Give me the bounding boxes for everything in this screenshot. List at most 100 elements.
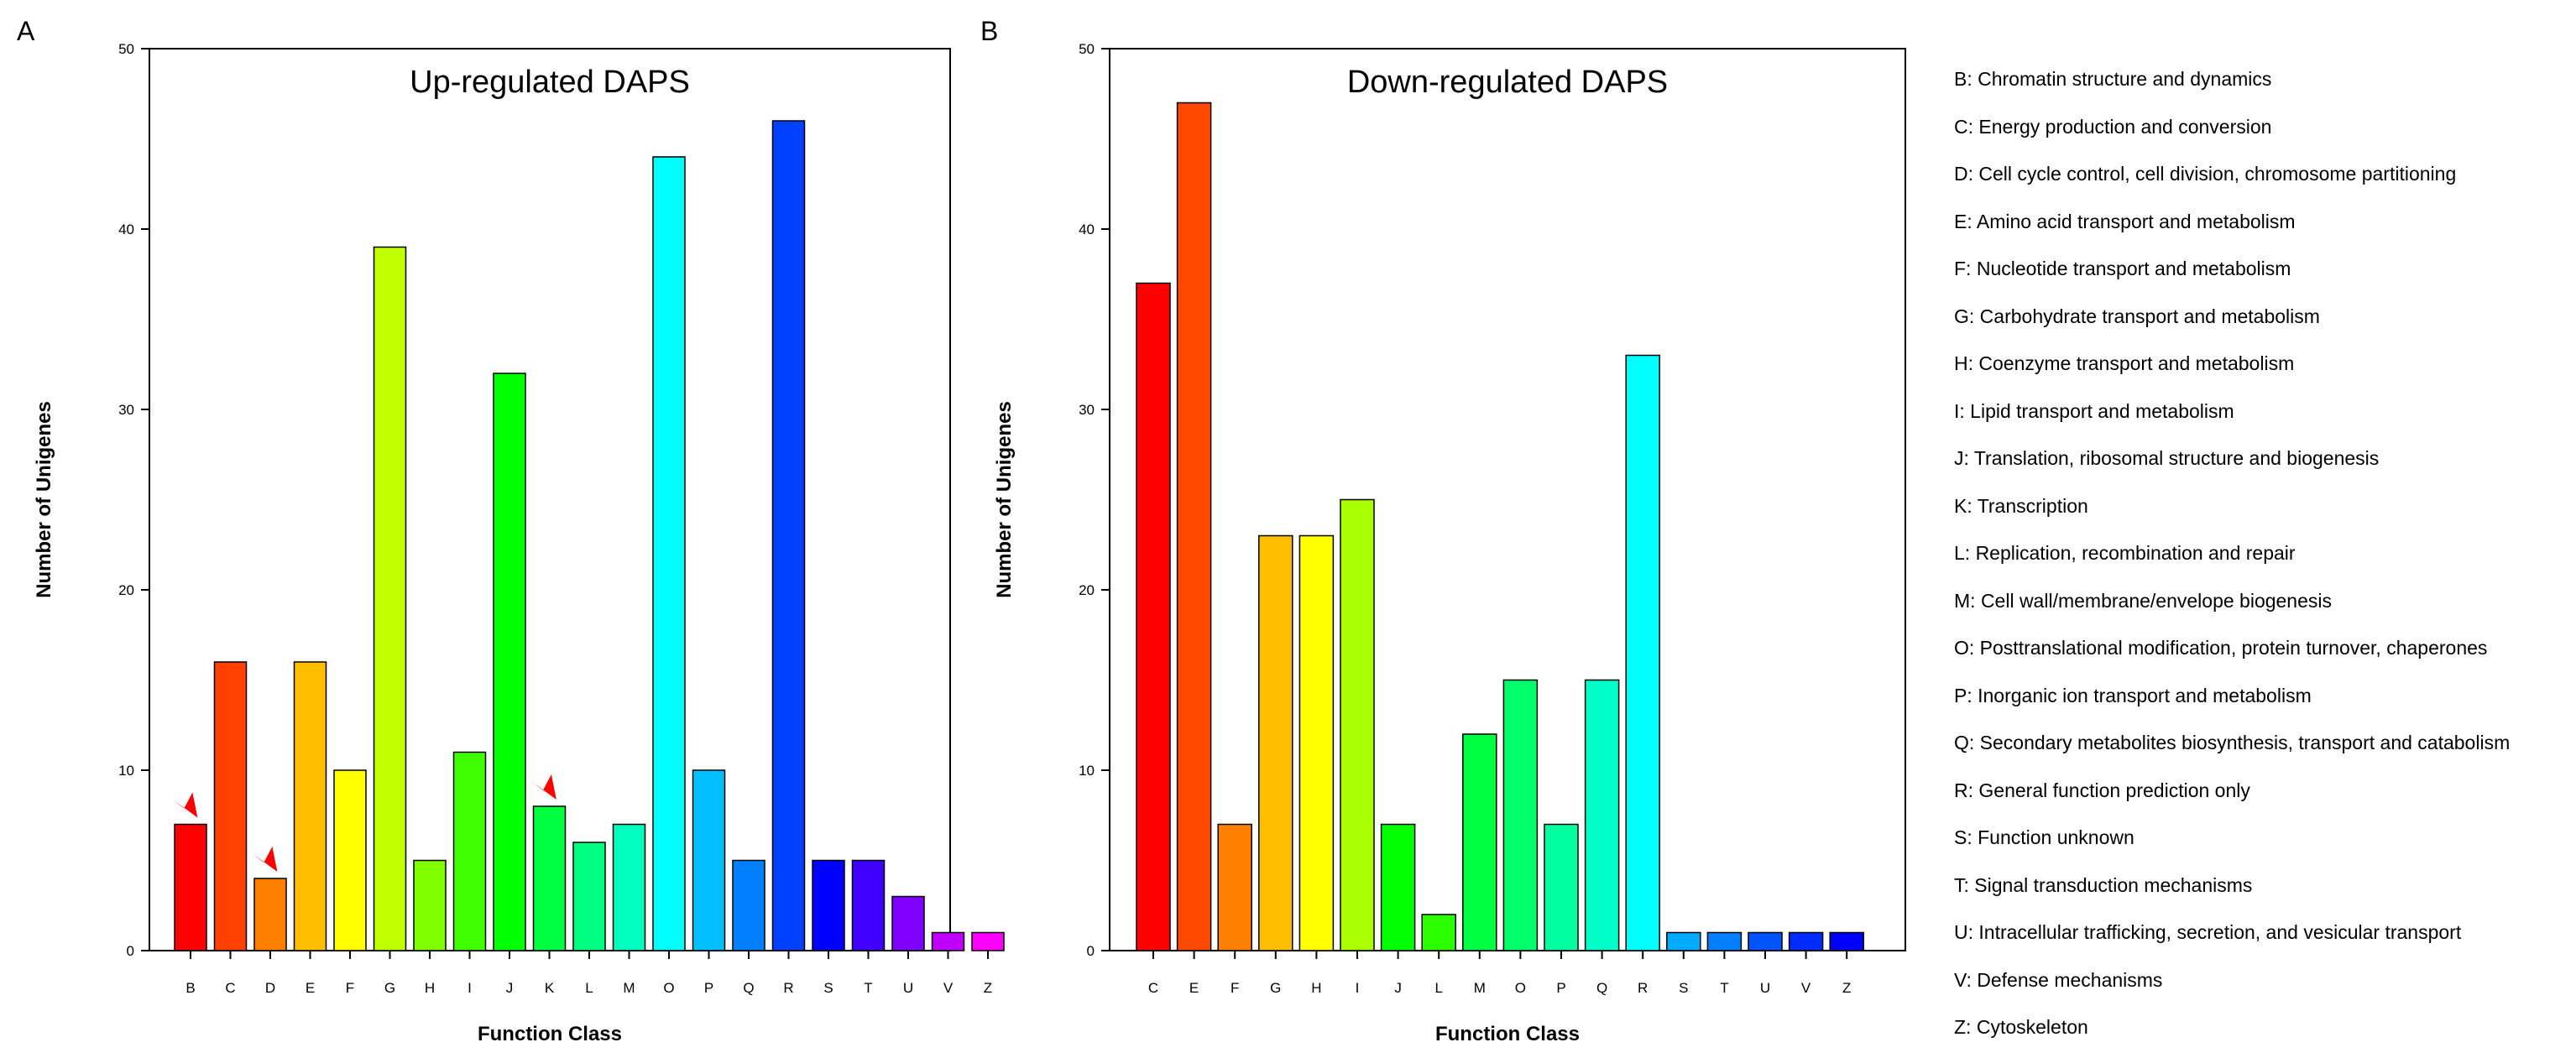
legend-item: Q: Secondary metabolites biosynthesis, t… (1954, 732, 2511, 753)
x-tick-label: E (1189, 980, 1199, 996)
x-tick-label: E (306, 980, 315, 996)
bar-V (1788, 931, 1824, 951)
y-tick-label: 0 (1087, 943, 1095, 959)
x-tick-label: U (1760, 980, 1770, 996)
x-tick-label: S (1679, 980, 1688, 996)
bar-I (1340, 498, 1375, 951)
x-tick-label: V (1801, 980, 1811, 996)
bar-B (174, 823, 207, 951)
x-tick-label: I (1356, 980, 1360, 996)
legend-item: I: Lipid transport and metabolism (1954, 399, 2234, 422)
x-tick-label: H (425, 980, 435, 996)
y-axis-label: Number of Unigenes (33, 401, 55, 598)
bar-U (1748, 931, 1783, 951)
x-tick-label: R (1638, 980, 1648, 996)
bar-Q (732, 859, 765, 951)
legend-item: V: Defense mechanisms (1954, 968, 2163, 991)
x-tick-label: T (1720, 980, 1728, 996)
bar-C (1136, 282, 1171, 951)
bar-J (493, 373, 526, 951)
bar-E (1176, 102, 1212, 951)
x-tick-label: C (225, 980, 235, 996)
legend-item: P: Inorganic ion transport and metabolis… (1954, 684, 2312, 706)
bar-R (771, 120, 806, 951)
panel-b: B Down-regulated DAPS 0 10 20 30 40 50 Number of… (980, 16, 1906, 1045)
bar-R (1625, 354, 1660, 951)
legend-item: H: Coenzyme transport and metabolism (1954, 352, 2295, 374)
bar-D (253, 878, 287, 951)
y-tick-label: 20 (1079, 582, 1095, 598)
x-tick-label: S (823, 980, 833, 996)
bar-P (1544, 823, 1579, 951)
arrow-icon-B (172, 792, 198, 818)
x-tick-label: V (943, 980, 954, 996)
x-tick-label: C (1148, 980, 1158, 996)
x-tick-label: G (384, 980, 395, 996)
bar-Q (1584, 679, 1620, 951)
y-tick-label: 10 (1079, 763, 1095, 779)
bar-G (1258, 534, 1293, 951)
x-tick-label: Q (743, 980, 754, 996)
x-tick-label: L (585, 980, 593, 996)
bar-O (652, 156, 686, 951)
legend-item: S: Function unknown (1954, 826, 2134, 848)
x-tick-label: B (185, 980, 195, 996)
arrow-icon-D (252, 847, 278, 872)
legend-item: B: Chromatin structure and dynamics (1954, 68, 2272, 90)
x-tick-label: Z (1842, 980, 1851, 996)
bar-K (532, 805, 567, 951)
x-axis-label: Function Class (478, 1023, 622, 1045)
y-tick-label: 20 (118, 582, 134, 598)
panel-a: A Up-regulated DAPS 0 10 20 30 40 50 Number of U… (17, 16, 1005, 1045)
legend-item: Z: Cytoskeleton (1954, 1016, 2088, 1038)
x-tick-label: Z (984, 980, 992, 996)
chart-title: Down-regulated DAPS (1347, 65, 1668, 100)
x-tick-label: Q (1596, 980, 1607, 996)
x-tick-label: T (864, 980, 872, 996)
y-axis-label: Number of Unigenes (993, 401, 1016, 598)
bar-E (293, 661, 327, 951)
bar-C (213, 661, 248, 951)
legend-item: E: Amino acid transport and metabolism (1954, 210, 2296, 232)
bar-T (1706, 931, 1743, 951)
y-tick-label: 50 (118, 41, 134, 57)
x-tick-label: R (783, 980, 793, 996)
legend-item: R: General function prediction only (1954, 779, 2250, 801)
x-tick-label: L (1434, 980, 1442, 996)
y-tick-label: 10 (118, 763, 134, 779)
x-tick-label: J (506, 980, 514, 996)
x-tick-label: H (1311, 980, 1321, 996)
x-tick-label: F (346, 980, 354, 996)
y-tick-label: 0 (127, 943, 134, 959)
bar-Z (1829, 931, 1864, 951)
legend-item: L: Replication, recombination and repair (1954, 542, 2296, 564)
x-tick-label: O (1515, 980, 1526, 996)
x-tick-label: U (903, 980, 913, 996)
legend-item: O: Posttranslational modification, prote… (1954, 637, 2488, 659)
x-tick-label: F (1231, 980, 1239, 996)
legend-item: G: Carbohydrate transport and metabolism (1954, 305, 2320, 327)
bar-S (812, 859, 845, 951)
legend-item: J: Translation, ribosomal structure and … (1954, 447, 2380, 469)
x-tick-label: K (545, 980, 555, 996)
bar-U (891, 895, 925, 951)
x-tick-label: D (265, 980, 275, 996)
y-tick-label: 40 (1079, 222, 1095, 237)
x-tick-label: M (1474, 980, 1486, 996)
x-tick-label: G (1270, 980, 1281, 996)
legend-item: C: Energy production and conversion (1954, 115, 2272, 138)
bar-G (373, 246, 407, 951)
x-tick-label: O (663, 980, 674, 996)
y-tick-label: 50 (1079, 41, 1095, 57)
x-tick-label: M (623, 980, 635, 996)
bar-H (413, 859, 447, 951)
x-tick-label: P (704, 980, 713, 996)
bar-L (1421, 914, 1456, 951)
bar-Z (971, 931, 1005, 951)
y-tick-label: 30 (118, 402, 134, 418)
legend-item: F: Nucleotide transport and metabolism (1954, 258, 2291, 279)
legend: B: Chromatin structure and dynamics C: En… (1954, 62, 2510, 1058)
bar-H (1298, 534, 1335, 951)
legend-item: U: Intracellular trafficking, secretion,… (1954, 921, 2462, 943)
